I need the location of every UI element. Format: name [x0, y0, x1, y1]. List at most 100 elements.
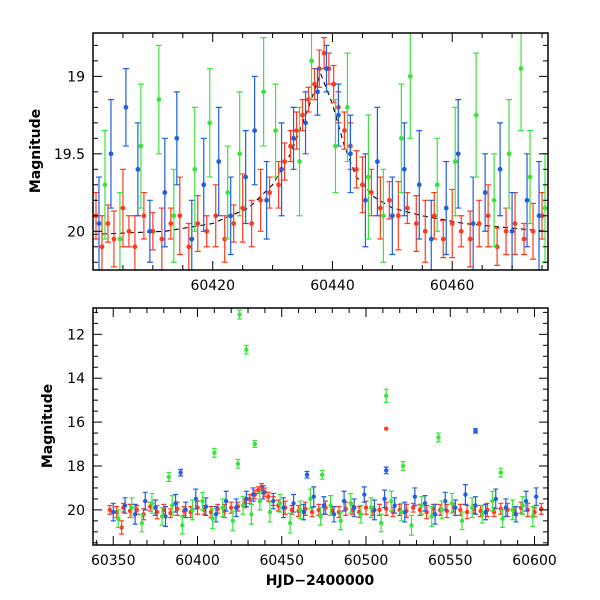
x-tick-label: 60450 — [259, 553, 304, 569]
data-point — [168, 221, 174, 226]
data-point — [200, 498, 205, 504]
data-point — [318, 514, 323, 519]
data-point — [386, 197, 392, 203]
data-point — [399, 509, 404, 515]
data-point — [225, 190, 231, 195]
data-point — [497, 166, 503, 172]
data-point — [207, 120, 213, 126]
data-point — [513, 512, 519, 517]
data-point — [212, 450, 217, 456]
data-point — [108, 151, 114, 157]
data-point — [156, 97, 162, 103]
y-tick-label: 19 — [67, 69, 85, 85]
data-point — [287, 520, 293, 526]
bottom-series-2 — [115, 309, 536, 536]
data-point — [304, 472, 310, 477]
x-tick-label: 60440 — [310, 278, 355, 294]
data-point — [210, 516, 215, 521]
data-point — [328, 503, 333, 508]
data-point — [419, 503, 424, 508]
bottom-ticks: 60350 60400 60450 60500 60550 60600 12 14 16 18 20 — [67, 308, 557, 569]
data-point — [392, 503, 397, 508]
data-point — [402, 509, 407, 515]
data-point — [298, 507, 303, 513]
data-point — [458, 507, 463, 513]
data-point — [223, 498, 229, 504]
data-point — [132, 244, 138, 250]
top-plot-frame — [92, 32, 549, 271]
data-point — [459, 518, 465, 524]
data-point — [333, 143, 338, 149]
data-point — [384, 468, 389, 473]
data-point — [409, 523, 414, 528]
y-tick-label: 20 — [67, 503, 85, 519]
data-point — [99, 244, 105, 250]
x-tick-label: 60420 — [190, 278, 235, 294]
data-point — [483, 509, 488, 515]
x-tick-label: 60400 — [175, 553, 220, 569]
top-series-0 — [93, 37, 546, 270]
data-point — [309, 509, 315, 515]
data-point — [243, 174, 249, 180]
data-point — [473, 112, 479, 118]
data-point — [132, 512, 138, 517]
data-point — [384, 393, 389, 398]
data-point — [368, 190, 374, 195]
data-point — [432, 512, 438, 517]
data-point — [264, 197, 270, 203]
data-point — [255, 487, 261, 493]
data-point — [527, 174, 533, 180]
data-point — [378, 520, 384, 526]
data-point — [490, 498, 495, 504]
data-point — [464, 509, 470, 515]
data-point — [258, 197, 264, 203]
data-point — [309, 58, 314, 64]
top-panel: 60420 60440 60460 19 19.5 20 Magnitude — [28, 32, 549, 294]
data-point — [422, 228, 428, 234]
data-point — [129, 505, 134, 510]
data-point — [503, 505, 509, 510]
bottom-y-axis-label: Magnitude — [40, 384, 56, 468]
data-point — [297, 159, 302, 164]
data-point — [363, 505, 369, 510]
data-point — [96, 221, 102, 226]
data-point — [213, 512, 219, 517]
data-point — [319, 472, 325, 477]
data-point — [348, 501, 354, 506]
data-point — [174, 135, 180, 141]
top-ticks: 60420 60440 60460 19 19.5 20 — [54, 33, 548, 294]
data-point — [186, 244, 192, 250]
data-point — [244, 347, 249, 352]
data-point — [512, 221, 518, 226]
data-point — [345, 104, 350, 110]
data-point — [389, 213, 395, 219]
data-point — [412, 494, 418, 499]
data-point — [467, 236, 473, 242]
data-point — [491, 197, 497, 203]
data-point — [120, 205, 126, 211]
top-y-axis-label: Magnitude — [28, 109, 44, 193]
y-tick-label: 20 — [67, 224, 85, 240]
data-point — [183, 507, 188, 513]
data-point — [220, 505, 225, 510]
data-point — [382, 496, 387, 502]
data-point — [249, 512, 254, 517]
data-point — [470, 221, 476, 226]
data-point — [147, 228, 153, 234]
data-point — [473, 503, 478, 508]
data-point — [159, 236, 165, 242]
data-point — [321, 50, 327, 56]
data-point — [452, 159, 458, 164]
data-point — [162, 190, 168, 195]
data-point — [228, 505, 234, 510]
data-point — [324, 66, 329, 72]
data-point — [352, 505, 357, 510]
data-point — [240, 503, 246, 508]
data-point — [449, 501, 455, 506]
top-series-1 — [95, 44, 543, 270]
x-tick-label: 60600 — [512, 553, 557, 569]
data-point — [368, 505, 374, 510]
data-point — [116, 516, 121, 521]
data-point — [534, 494, 539, 499]
data-point — [342, 128, 347, 133]
